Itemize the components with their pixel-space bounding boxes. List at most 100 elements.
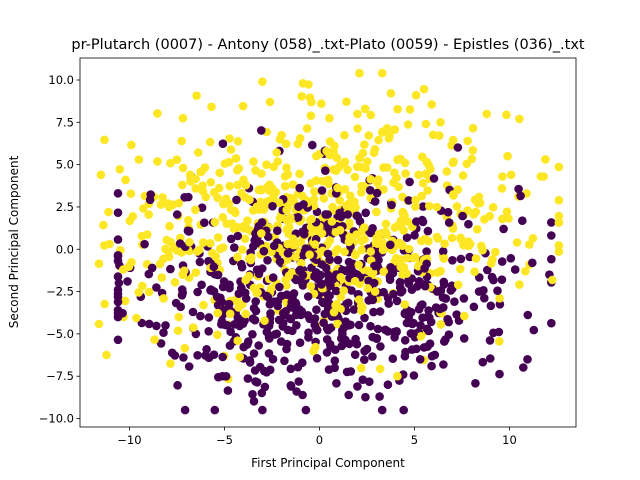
- data-point-purple: [206, 286, 215, 295]
- data-point-yellow: [179, 266, 189, 276]
- data-point-purple: [366, 321, 375, 331]
- data-point-yellow: [124, 262, 134, 272]
- data-point-yellow: [352, 230, 361, 239]
- data-point-purple: [450, 297, 459, 307]
- data-point-purple: [123, 277, 132, 286]
- data-point-yellow: [392, 253, 401, 263]
- data-point-purple: [179, 353, 188, 362]
- data-point-yellow: [310, 240, 320, 249]
- data-point-purple: [474, 287, 484, 296]
- data-point-purple: [519, 363, 528, 372]
- data-point-purple: [317, 186, 327, 195]
- data-point-yellow: [375, 364, 385, 374]
- data-point-purple: [351, 334, 360, 344]
- data-point-yellow: [282, 281, 291, 290]
- data-point-yellow: [419, 84, 429, 94]
- data-point-purple: [293, 213, 303, 222]
- data-point-yellow: [283, 255, 292, 264]
- data-point-yellow: [361, 164, 371, 173]
- data-point-yellow: [502, 110, 511, 120]
- data-point-yellow: [539, 172, 548, 181]
- data-point-yellow: [463, 136, 473, 146]
- data-point-purple: [321, 166, 330, 175]
- data-point-yellow: [423, 186, 432, 195]
- data-point-purple: [137, 318, 147, 328]
- data-point-yellow: [144, 287, 154, 297]
- data-point-purple: [344, 298, 353, 308]
- data-point-yellow: [400, 300, 410, 309]
- data-point-purple: [440, 337, 449, 346]
- data-point-yellow: [396, 220, 406, 230]
- data-point-purple: [113, 292, 123, 302]
- data-point-yellow: [417, 236, 426, 246]
- data-point-purple: [324, 298, 334, 308]
- data-point-purple: [286, 364, 296, 374]
- data-point-yellow: [115, 165, 125, 174]
- data-point-yellow: [105, 239, 114, 249]
- data-point-yellow: [344, 221, 354, 231]
- data-point-purple: [217, 297, 226, 307]
- data-point-yellow: [436, 118, 445, 127]
- data-point-purple: [402, 233, 412, 242]
- x-tick-label: 0: [316, 433, 323, 447]
- data-point-yellow: [469, 210, 479, 219]
- data-point-purple: [308, 140, 317, 150]
- data-point-yellow: [521, 266, 530, 276]
- data-point-yellow: [440, 239, 449, 248]
- data-point-yellow: [427, 100, 437, 109]
- data-point-purple: [248, 390, 257, 399]
- data-point-yellow: [213, 233, 223, 242]
- data-point-purple: [358, 375, 368, 385]
- data-point-yellow: [379, 267, 389, 277]
- data-point-yellow: [470, 195, 480, 205]
- data-point-yellow: [411, 202, 420, 211]
- data-point-purple: [292, 321, 301, 330]
- data-point-purple: [113, 208, 123, 217]
- y-tick-label: −5.0: [46, 327, 74, 341]
- data-point-yellow: [219, 199, 228, 209]
- data-point-purple: [372, 333, 382, 343]
- data-point-yellow: [478, 245, 487, 255]
- data-point-yellow: [100, 299, 109, 309]
- data-point-purple: [372, 188, 382, 198]
- data-point-purple: [268, 273, 278, 282]
- data-point-purple: [195, 257, 205, 267]
- data-point-purple: [175, 239, 185, 248]
- y-tick-label: 5.0: [56, 158, 74, 172]
- data-point-yellow: [351, 250, 360, 260]
- data-point-yellow: [134, 155, 144, 164]
- data-point-yellow: [512, 238, 522, 247]
- data-point-purple: [298, 270, 308, 280]
- data-point-yellow: [209, 188, 219, 197]
- data-point-purple: [218, 352, 227, 362]
- data-point-purple: [497, 257, 507, 266]
- data-point-yellow: [355, 68, 364, 78]
- data-point-yellow: [168, 200, 178, 209]
- data-point-yellow: [342, 201, 351, 210]
- data-point-purple: [349, 305, 359, 314]
- data-point-purple: [197, 280, 206, 290]
- data-point-yellow: [296, 258, 306, 268]
- data-point-yellow: [156, 200, 166, 209]
- data-point-yellow: [205, 137, 215, 147]
- data-point-purple: [240, 316, 249, 325]
- data-point-yellow: [404, 244, 414, 254]
- data-point-yellow: [225, 309, 235, 319]
- data-point-yellow: [284, 271, 294, 281]
- data-point-yellow: [293, 139, 303, 149]
- data-point-purple: [210, 405, 220, 415]
- data-point-purple: [489, 328, 498, 338]
- data-point-purple: [331, 286, 341, 296]
- data-point-purple: [204, 327, 213, 336]
- data-point-yellow: [225, 181, 234, 191]
- data-point-yellow: [378, 245, 388, 255]
- data-point-purple: [254, 269, 264, 279]
- data-point-purple: [424, 326, 434, 336]
- data-point-yellow: [305, 250, 314, 259]
- data-point-yellow: [128, 212, 138, 221]
- data-point-purple: [209, 262, 219, 272]
- data-point-purple: [516, 191, 525, 201]
- data-point-yellow: [336, 273, 346, 282]
- data-point-purple: [386, 240, 395, 250]
- data-point-purple: [322, 348, 332, 357]
